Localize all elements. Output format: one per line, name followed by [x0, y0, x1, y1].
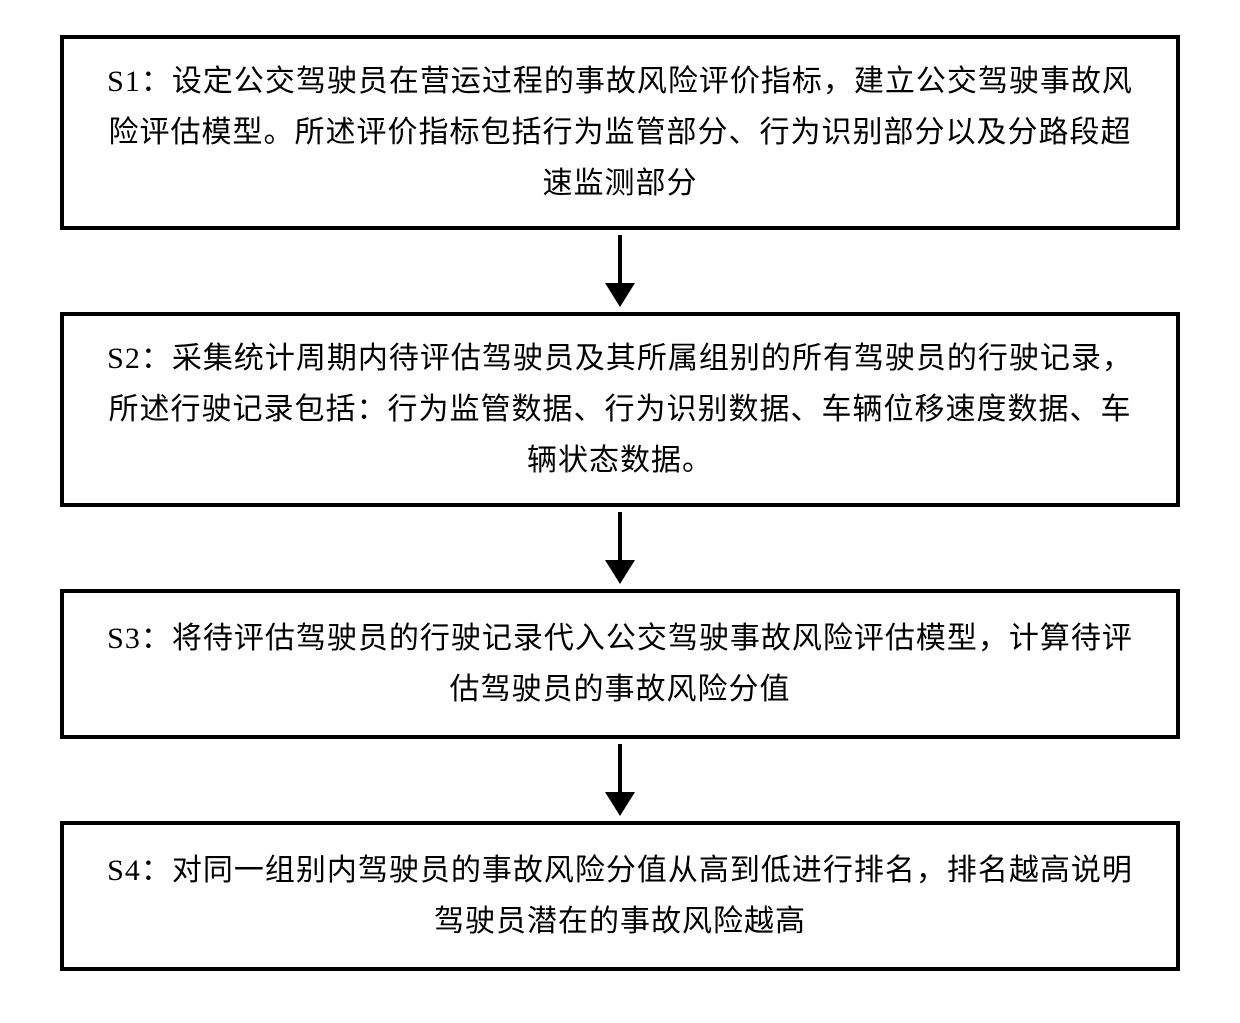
- arrow-line-icon: [618, 744, 622, 792]
- arrow-down-icon: [605, 283, 635, 307]
- step-s4-text: S4：对同一组别内驾驶员的事故风险分值从高到低进行排名，排名越高说明驾驶员潜在的…: [94, 845, 1146, 947]
- step-s3-text: S3：将待评估驾驶员的行驶记录代入公交驾驶事故风险评估模型，计算待评估驾驶员的事…: [94, 613, 1146, 715]
- flowchart-step-s3: S3：将待评估驾驶员的行驶记录代入公交驾驶事故风险评估模型，计算待评估驾驶员的事…: [60, 589, 1180, 739]
- arrow-3: [605, 739, 635, 821]
- arrow-down-icon: [605, 560, 635, 584]
- flowchart-step-s2: S2：采集统计周期内待评估驾驶员及其所属组别的所有驾驶员的行驶记录，所述行驶记录…: [60, 312, 1180, 507]
- arrow-down-icon: [605, 792, 635, 816]
- arrow-line-icon: [618, 235, 622, 283]
- flowchart-step-s4: S4：对同一组别内驾驶员的事故风险分值从高到低进行排名，排名越高说明驾驶员潜在的…: [60, 821, 1180, 971]
- arrow-line-icon: [618, 512, 622, 560]
- flowchart-container: S1：设定公交驾驶员在营运过程的事故风险评价指标，建立公交驾驶事故风险评估模型。…: [0, 35, 1240, 971]
- arrow-2: [605, 507, 635, 589]
- step-s2-text: S2：采集统计周期内待评估驾驶员及其所属组别的所有驾驶员的行驶记录，所述行驶记录…: [94, 333, 1146, 486]
- flowchart-step-s1: S1：设定公交驾驶员在营运过程的事故风险评价指标，建立公交驾驶事故风险评估模型。…: [60, 35, 1180, 230]
- step-s1-text: S1：设定公交驾驶员在营运过程的事故风险评价指标，建立公交驾驶事故风险评估模型。…: [94, 56, 1146, 209]
- arrow-1: [605, 230, 635, 312]
